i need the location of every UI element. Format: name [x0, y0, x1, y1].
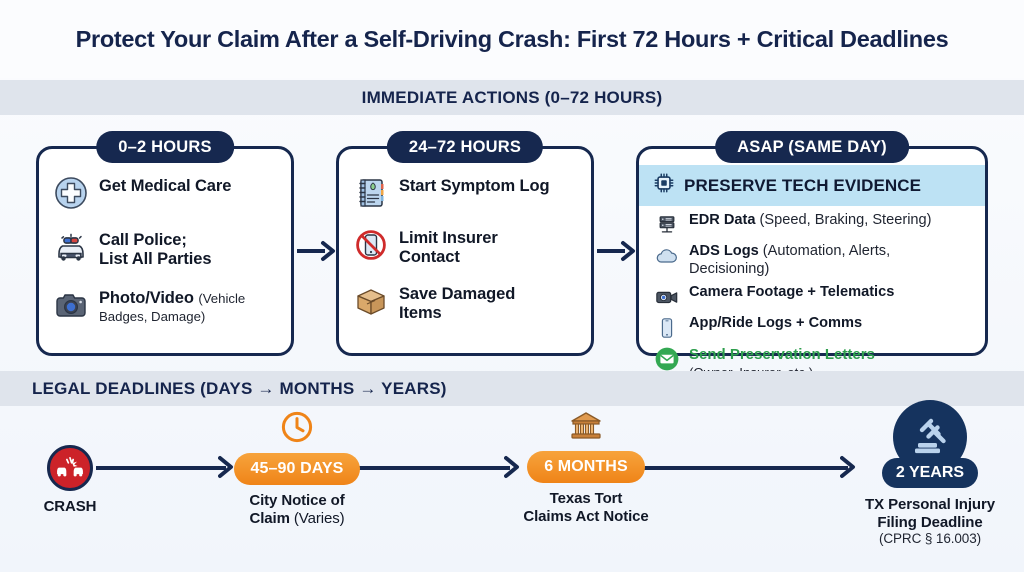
smartphone-icon [653, 315, 681, 341]
list-item: EDR Data (Speed, Braking, Steering) [653, 212, 973, 238]
list-item-label: Save Damaged Items [399, 285, 516, 322]
list-item-label: EDR Data (Speed, Braking, Steering) [689, 212, 932, 228]
server-icon [653, 212, 681, 238]
timeline-connector-3 [640, 466, 848, 470]
timeline-arrowhead-2 [504, 455, 522, 479]
page-title: Protect Your Claim After a Self-Driving … [75, 25, 949, 52]
card-24-72-hours: 24–72 HOURS [336, 131, 594, 356]
crash-icon [47, 445, 93, 491]
section-band-legal: LEGAL DEADLINES (DAYS → MONTHS → YEARS) [0, 371, 1024, 406]
police-car-icon [53, 229, 89, 265]
medical-cross-icon [53, 175, 89, 211]
timeline-badge-45-90-days: 45–90 DAYS [233, 453, 361, 485]
no-phone-icon [353, 227, 389, 263]
card-0-badge: 0–2 HOURS [96, 131, 234, 163]
list-item: Camera Footage + Telematics [653, 284, 973, 310]
list-item-label: Call Police; List All Parties [99, 231, 212, 268]
tech-evidence-list: EDR Data (Speed, Braking, Steering) ADS … [639, 206, 985, 395]
list-item: Get Medical Care [53, 175, 277, 211]
timeline-node-caption: Texas Tort Claims Act Notice [523, 490, 649, 525]
list-item: App/Ride Logs + Comms [653, 315, 973, 341]
list-item-label: Start Symptom Log [399, 177, 550, 195]
timeline-connector-2 [352, 466, 510, 470]
flow-arrow-2 [597, 240, 639, 262]
list-item-label: App/Ride Logs + Comms [689, 314, 863, 331]
chip-icon [653, 172, 675, 199]
list-item-label: ADS Logs (Automation, Alerts, Decisionin… [689, 243, 891, 277]
list-item: Call Police; List All Parties [53, 229, 277, 269]
list-item-send-preservation-letters: Send Preservation Letters (Owner, Insure… [653, 346, 973, 382]
camera-icon [53, 287, 89, 323]
timeline-badge-2-years: 2 YEARS [881, 458, 979, 488]
section-band-immediate-label: IMMEDIATE ACTIONS (0–72 HOURS) [361, 87, 663, 107]
card-0-2-hours: 0–2 HOURS Get Medical Care [36, 131, 294, 356]
courthouse-icon [568, 410, 604, 449]
list-item: Photo/Video (Vehicle Badges, Damage) [53, 287, 277, 326]
preserve-tech-evidence-banner: PRESERVE TECH EVIDENCE [639, 165, 985, 206]
list-item-label: Photo/Video [99, 289, 194, 307]
timeline-node-caption: City Notice of Claim (Varies) [249, 492, 345, 527]
timeline-arrowhead-3 [840, 455, 858, 479]
list-item-label: Camera Footage + Telematics [689, 283, 895, 300]
list-item-sublabel: (Vehicle Badges, Damage) [99, 291, 246, 324]
card-2-badge: ASAP (SAME DAY) [715, 131, 909, 163]
package-box-icon [353, 283, 389, 319]
timeline-node-caption: TX Personal Injury Filing Deadline (CPRC… [865, 496, 995, 547]
card-asap-same-day: ASAP (SAME DAY) PRESERVE TECH EVIDENCE [636, 131, 988, 380]
section-band-legal-label: LEGAL DEADLINES (DAYS → MONTHS → YEARS) [32, 378, 447, 398]
timeline-node-city-notice: 45–90 DAYS City Notice of Claim (Varies) [221, 410, 373, 527]
video-camera-icon [653, 284, 681, 310]
title-bar: Protect Your Claim After a Self-Driving … [0, 0, 1024, 78]
card-1-badge: 24–72 HOURS [386, 131, 544, 163]
list-item: Limit Insurer Contact [353, 227, 577, 267]
flow-arrow-1 [297, 240, 339, 262]
timeline-node-filing-deadline: 2 YEARS TX Personal Injury Filing Deadli… [840, 400, 1020, 547]
list-item: ADS Logs (Automation, Alerts, Decisionin… [653, 243, 973, 279]
timeline-arrowhead-1 [218, 455, 236, 479]
timeline-badge-6-months: 6 MONTHS [527, 451, 645, 483]
list-item-label: Limit Insurer Contact [399, 229, 498, 266]
cloud-icon [653, 243, 681, 269]
preserve-tech-evidence-label: PRESERVE TECH EVIDENCE [684, 175, 922, 195]
timeline-node-tort-notice: 6 MONTHS Texas Tort Claims Act Notice [510, 410, 662, 525]
list-item-label: Get Medical Care [99, 177, 232, 195]
timeline-connector-1 [96, 466, 226, 470]
timeline-node-caption: CRASH [43, 498, 97, 515]
list-item: Start Symptom Log [353, 175, 577, 211]
section-band-immediate: IMMEDIATE ACTIONS (0–72 HOURS) [0, 80, 1024, 115]
clock-icon [280, 410, 314, 449]
timeline-node-crash: CRASH [43, 445, 97, 516]
notebook-icon [353, 175, 389, 211]
list-item: Save Damaged Items [353, 283, 577, 323]
list-item-label: Send Preservation Letters [689, 345, 875, 363]
envelope-icon [653, 346, 681, 372]
legal-deadlines-timeline: CRASH 45–90 DAYS City Notice of Claim (V… [0, 400, 1024, 572]
immediate-actions-cards: 0–2 HOURS Get Medical Care [0, 128, 1024, 380]
